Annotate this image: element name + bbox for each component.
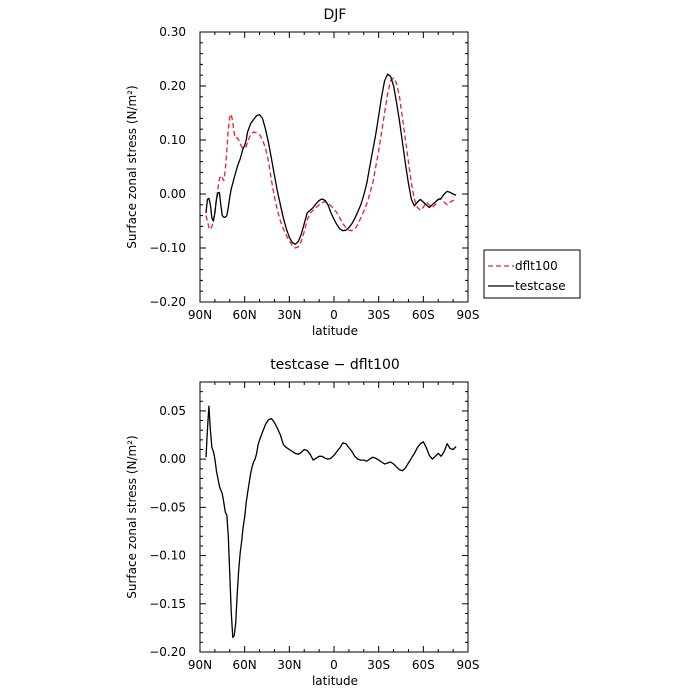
y-tick-label: −0.15 bbox=[149, 597, 186, 611]
x-tick-label: 0 bbox=[330, 308, 338, 322]
plot-frame bbox=[199, 31, 469, 303]
chart-title: testcase − dflt100 bbox=[270, 357, 400, 373]
x-tick-label: 60N bbox=[233, 308, 257, 322]
y-tick-label: −0.05 bbox=[149, 500, 186, 514]
y-tick-label: 0.30 bbox=[159, 25, 186, 39]
x-tick-label: 30S bbox=[367, 308, 390, 322]
plot-frame bbox=[199, 381, 469, 653]
chart-title: DJF bbox=[324, 7, 347, 23]
y-axis-label: Surface zonal stress (N/m²) bbox=[125, 85, 139, 249]
x-tick-label: 60S bbox=[412, 308, 435, 322]
x-tick-label: 30S bbox=[367, 658, 390, 672]
legend-label: dflt100 bbox=[515, 259, 558, 273]
chart-2: 90N 60N 30N 0 30S 60S 90S −0.20 −0.15 −0.10 −0.05 0… bbox=[125, 357, 479, 688]
x-tick-label: 0 bbox=[330, 658, 338, 672]
x-tick-label: 30N bbox=[277, 658, 301, 672]
y-tick-label: −0.20 bbox=[149, 295, 186, 309]
y-tick-label: 0.00 bbox=[159, 187, 186, 201]
x-tick-label: 30N bbox=[277, 308, 301, 322]
y-tick-label: −0.10 bbox=[149, 241, 186, 255]
x-axis-label: latitude bbox=[312, 324, 358, 338]
x-tick-label: 90S bbox=[457, 658, 480, 672]
y-tick-label: 0.10 bbox=[159, 133, 186, 147]
x-tick-label: 90N bbox=[188, 658, 212, 672]
legend-box bbox=[483, 249, 581, 299]
series-line-dflt100 bbox=[205, 77, 457, 249]
legend-label: testcase bbox=[515, 279, 566, 293]
chart-1: 90N 60N 30N 0 30S 60S 90S −0.20 −0.10 0.00 0.10 0.2… bbox=[125, 7, 581, 338]
y-tick-label: 0.00 bbox=[159, 452, 186, 466]
x-tick-label: 90N bbox=[188, 308, 212, 322]
x-tick-label: 60S bbox=[412, 658, 435, 672]
x-axis-label: latitude bbox=[312, 674, 358, 688]
x-tick-label: 90S bbox=[457, 308, 480, 322]
series-line-testcase bbox=[205, 73, 457, 245]
y-tick-label: 0.20 bbox=[159, 79, 186, 93]
series-line-series-1 bbox=[205, 405, 457, 639]
y-tick-label: 0.05 bbox=[159, 404, 186, 418]
y-tick-label: −0.20 bbox=[149, 645, 186, 659]
y-tick-label: −0.10 bbox=[149, 549, 186, 563]
x-tick-label: 60N bbox=[233, 658, 257, 672]
y-axis-label: Surface zonal stress (N/m²) bbox=[125, 435, 139, 599]
